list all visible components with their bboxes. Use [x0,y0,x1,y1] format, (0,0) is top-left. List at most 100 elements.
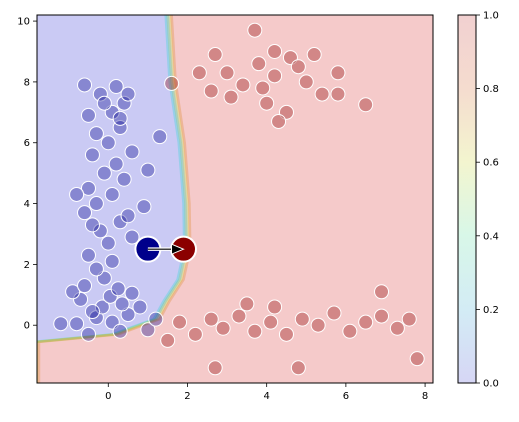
scatter-point [92,223,108,239]
scatter-point [92,86,108,102]
colorbar: 0.0 0.2 0.4 0.6 0.8 1.0 [457,11,499,390]
colorbar-tick-label: 0.8 [483,84,499,95]
scatter-point [203,83,219,99]
boundary-band-2 [37,15,190,383]
scatter-point [80,180,96,196]
scatter-point [140,162,156,178]
scatter-point [84,147,100,163]
scatter-point [235,77,251,93]
scatter-point [294,311,310,327]
scatter-point [80,247,96,263]
arrow-annotation [134,235,198,263]
scatter-point [84,304,100,320]
scatter-point [409,351,425,367]
scatter-point [401,311,417,327]
scatter-point [69,316,85,332]
plot-frame [36,14,434,384]
scatter-point [112,214,128,230]
scatter-point [102,288,118,304]
scatter-point [124,229,140,245]
scatter-point [247,323,263,339]
scatter-point [94,299,110,315]
scatter-point [84,217,100,233]
y-tick-label: 6 [24,138,30,149]
scatter-point [239,296,255,312]
colorbar-tick-label: 1.0 [483,11,499,22]
scatter-point [298,74,314,90]
scatter-point [148,311,164,327]
scatter-point [100,135,116,151]
scatter-point [116,95,132,111]
scatter-point [80,107,96,123]
scatter-point [88,126,104,142]
scatter-point [152,129,168,145]
colorbar-tick-label: 0.0 [483,379,499,390]
scatter-point [358,314,374,330]
boundary-band-1 [37,15,188,344]
y-tick-label: 2 [24,260,30,271]
colorbar-tick-label: 0.4 [483,231,499,242]
scatter-point [88,261,104,277]
scatter-point [96,165,112,181]
scatter-point [263,314,279,330]
arrow-head [171,243,185,255]
scatter-point [247,22,263,38]
scatter-point [358,97,374,113]
scatter-point [110,281,126,297]
scatter-point [314,86,330,102]
scatter-point [374,308,390,324]
scatter-point [267,68,283,84]
scatter-point [77,278,93,294]
scatter-point [69,186,85,202]
scatter-point [207,47,223,63]
y-tick-label: 10 [17,17,30,28]
class-0-points [53,77,168,342]
scatter-point [255,80,271,96]
colorbar-ticks: 0.0 0.2 0.4 0.6 0.8 1.0 [476,11,499,390]
class-1-points [160,22,425,376]
scatter-point [104,186,120,202]
class-0-region [37,15,189,383]
scatter-point [389,320,405,336]
scatter-point [124,285,140,301]
scatter-point [306,47,322,63]
scatter-point [65,284,81,300]
scatter-point [223,89,239,105]
colorbar-fill [457,14,477,384]
scatter-point [160,332,176,348]
scatter-point [207,360,223,376]
scatter-point [231,308,247,324]
scatter-point [132,299,148,315]
scatter-point [108,156,124,172]
class-0-region-base [37,15,189,383]
scatter-point [77,77,93,93]
scatter-point [120,86,136,102]
scatter-point [100,235,116,251]
scatter-point [140,322,156,338]
scatter-point [120,208,136,224]
scatter-point [267,43,283,59]
scatter-point [172,314,188,330]
scatter-point [136,199,152,215]
x-tick-label: 2 [184,391,190,402]
y-tick-label: 8 [24,77,30,88]
scatter-point [164,75,180,91]
x-tick-label: 8 [422,391,428,402]
colorbar-tick-label: 0.2 [483,305,499,316]
x-axis: 0 2 4 6 8 [105,383,428,402]
y-tick-label: 0 [24,321,30,332]
scatter-point [116,171,132,187]
scatter-point [290,59,306,75]
scatter-point [219,65,235,81]
y-tick-label: 4 [24,199,30,210]
scatter-point [114,296,130,312]
scatter-point [215,320,231,336]
scatter-point [187,326,203,342]
colorbar-tick-label: 0.6 [483,158,499,169]
scatter-point [96,95,112,111]
scatter-point [374,284,390,300]
boundary-band-3 [37,15,192,383]
scatter-point [330,65,346,81]
scatter-point [112,110,128,126]
